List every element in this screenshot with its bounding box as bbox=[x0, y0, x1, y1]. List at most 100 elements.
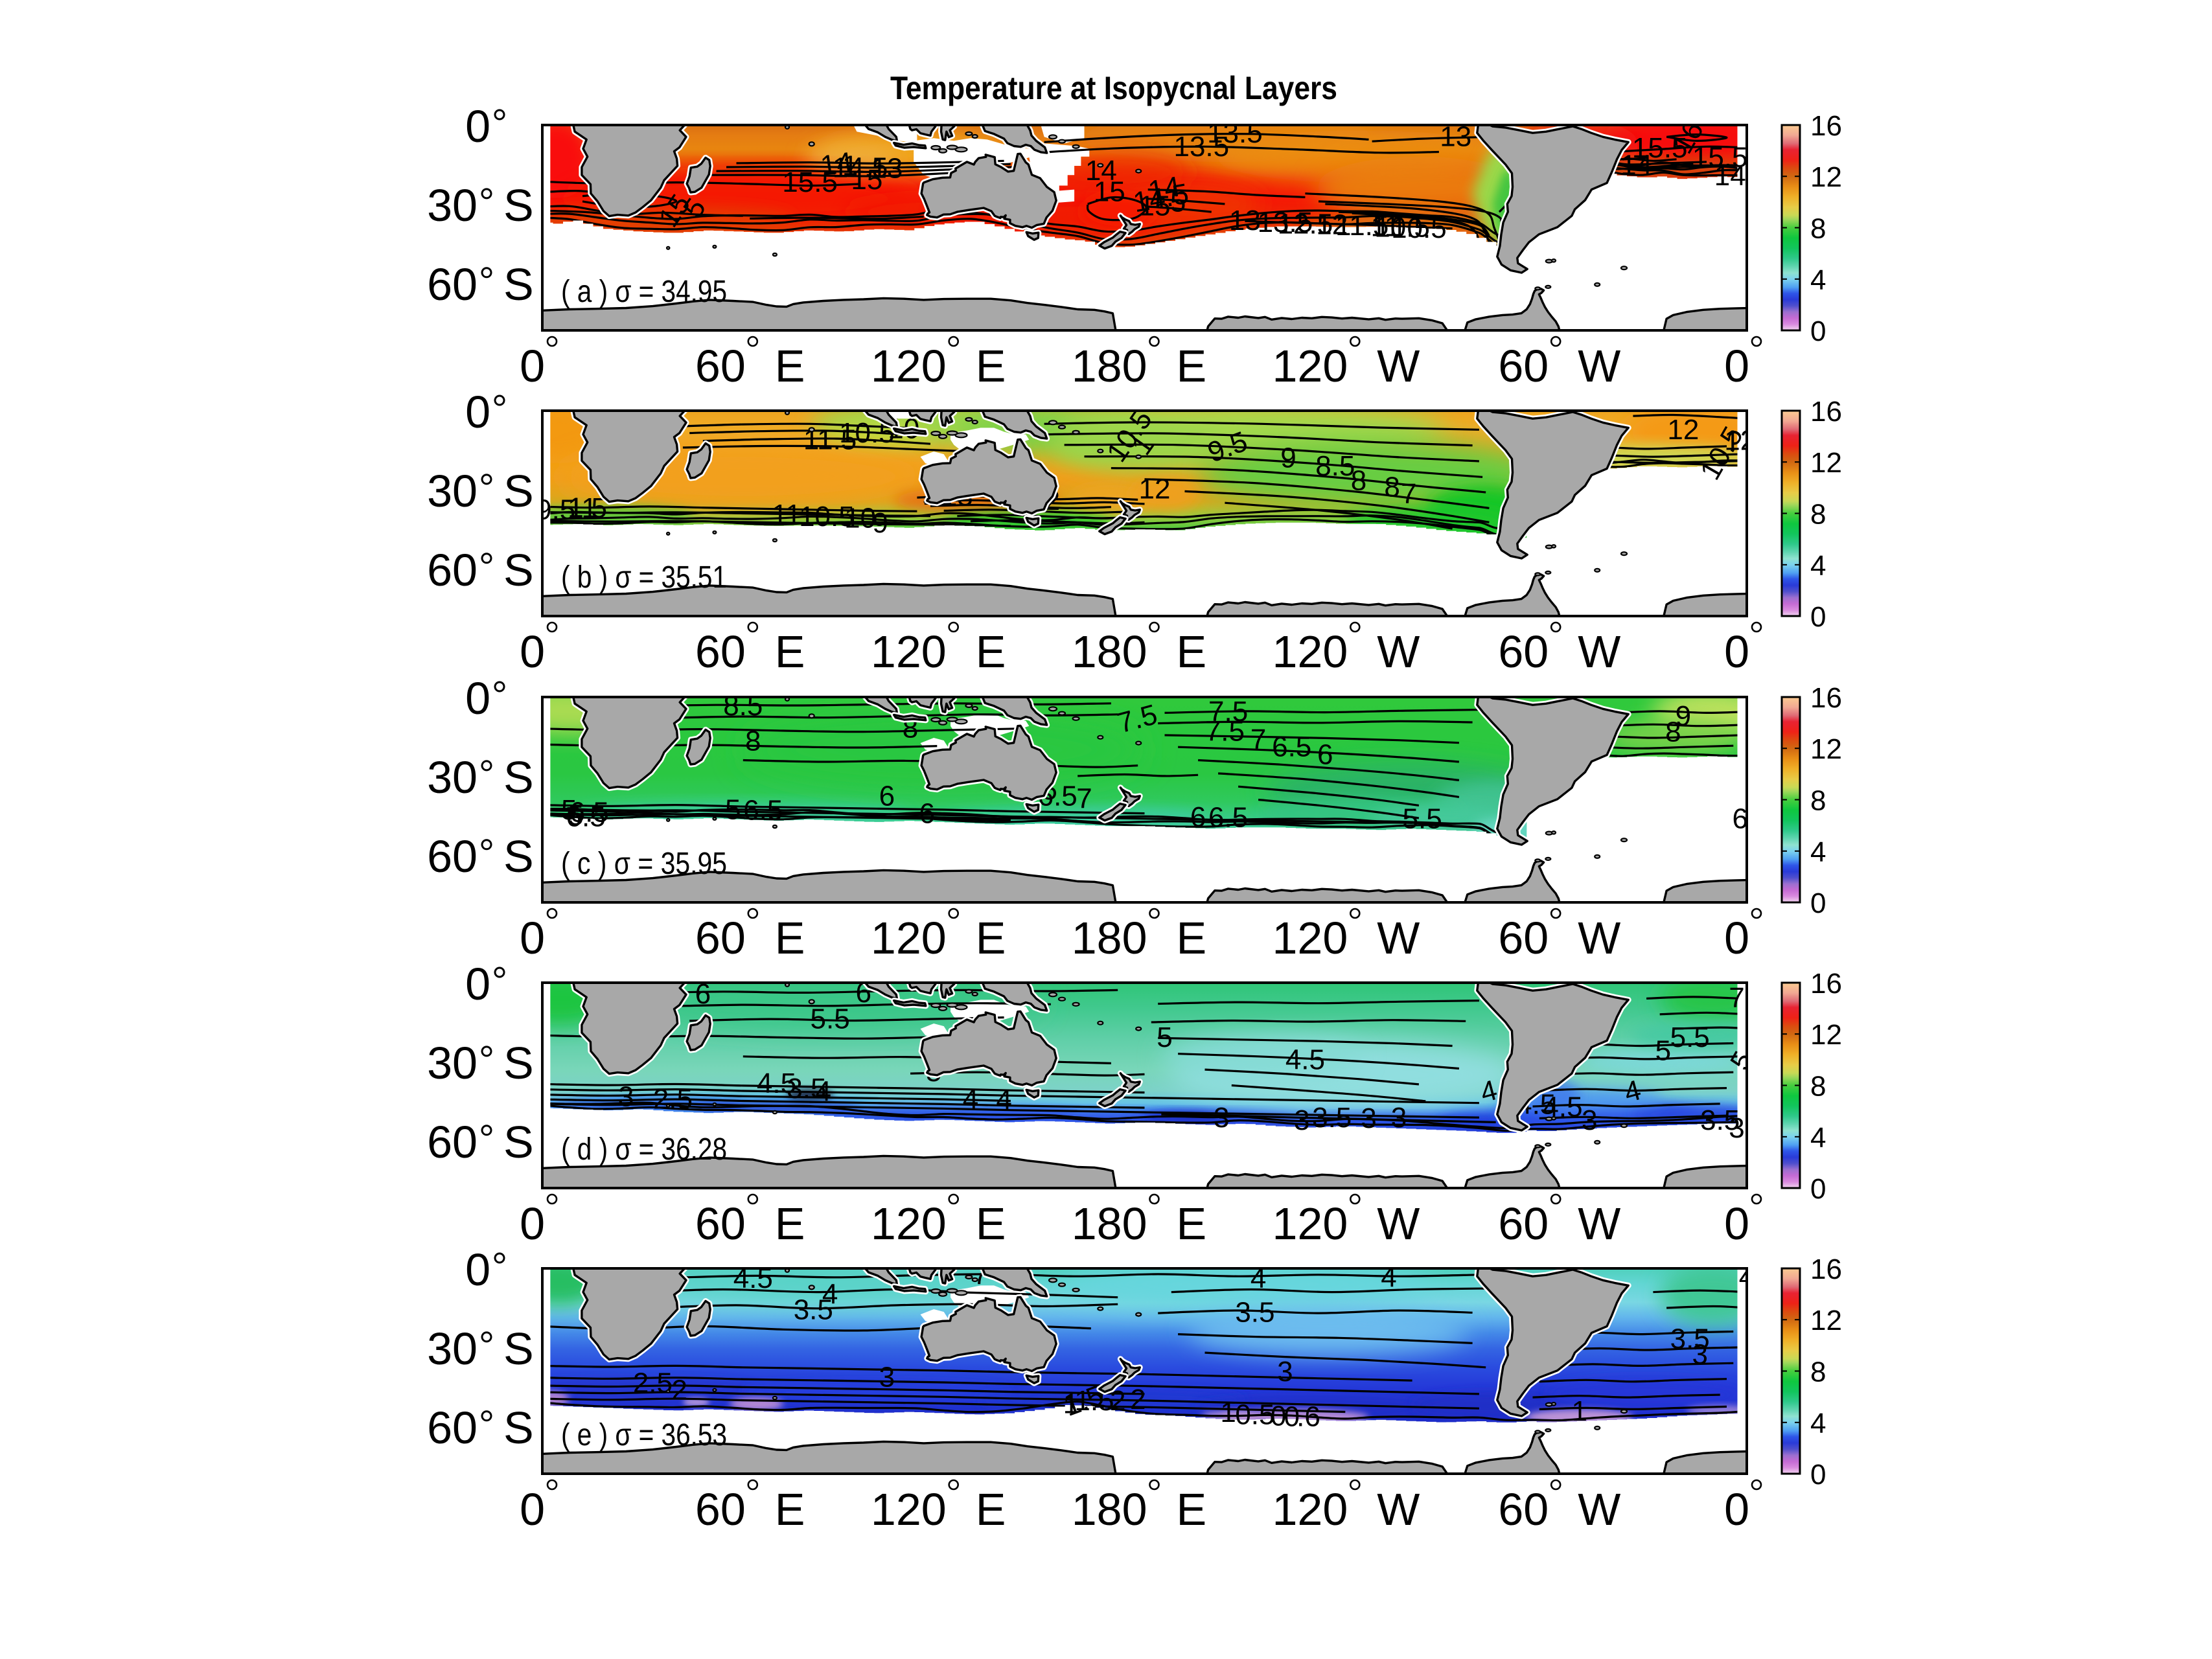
svg-text:13: 13 bbox=[1440, 121, 1471, 153]
svg-text:E: E bbox=[775, 341, 805, 391]
svg-text:30: 30 bbox=[427, 1323, 478, 1374]
svg-text:13.5: 13.5 bbox=[1258, 207, 1313, 238]
svg-text:30: 30 bbox=[427, 180, 478, 231]
svg-text:E: E bbox=[775, 626, 805, 677]
svg-text:0: 0 bbox=[1271, 1400, 1286, 1432]
svg-text:3: 3 bbox=[1729, 1112, 1744, 1144]
svg-text:5: 5 bbox=[725, 794, 741, 825]
svg-text:12: 12 bbox=[1810, 447, 1842, 479]
svg-text:8: 8 bbox=[1384, 472, 1400, 503]
svg-text:S: S bbox=[503, 259, 534, 310]
svg-text:12: 12 bbox=[1724, 424, 1756, 456]
svg-text:60: 60 bbox=[1498, 1484, 1549, 1535]
svg-text:14.5: 14.5 bbox=[833, 152, 888, 184]
svg-text:3.5: 3.5 bbox=[1670, 1323, 1710, 1355]
svg-text:9: 9 bbox=[872, 507, 888, 539]
svg-text:3: 3 bbox=[1361, 1103, 1376, 1134]
svg-text:11: 11 bbox=[568, 492, 597, 524]
svg-text:3: 3 bbox=[1214, 1102, 1229, 1134]
svg-text:Temperature at Isopycnal Layer: Temperature at Isopycnal Layers bbox=[890, 70, 1337, 106]
svg-text:4: 4 bbox=[963, 1084, 978, 1116]
svg-text:W: W bbox=[1377, 341, 1420, 391]
svg-text:1: 1 bbox=[842, 150, 858, 181]
svg-text:0: 0 bbox=[465, 1244, 490, 1295]
svg-text:13: 13 bbox=[871, 153, 903, 185]
svg-text:W: W bbox=[1578, 341, 1620, 391]
svg-text:4: 4 bbox=[1810, 264, 1826, 296]
svg-text:0: 0 bbox=[520, 626, 545, 677]
svg-text:120: 120 bbox=[871, 1198, 947, 1249]
svg-text:14: 14 bbox=[1620, 150, 1652, 181]
svg-text:10: 10 bbox=[844, 503, 876, 534]
svg-text:0: 0 bbox=[1810, 887, 1826, 919]
svg-text:4: 4 bbox=[1810, 1122, 1826, 1154]
svg-text:.6: .6 bbox=[1296, 1401, 1320, 1432]
svg-text:S: S bbox=[503, 831, 534, 882]
svg-text:16: 16 bbox=[1810, 396, 1842, 428]
svg-text:11: 11 bbox=[772, 499, 801, 531]
svg-text:7: 7 bbox=[1076, 783, 1092, 814]
svg-text:15: 15 bbox=[1094, 176, 1125, 207]
svg-text:4.5: 4.5 bbox=[1285, 1044, 1325, 1076]
svg-text:2.5: 2.5 bbox=[633, 1367, 673, 1399]
svg-text:S: S bbox=[503, 545, 534, 595]
svg-text:5.5: 5.5 bbox=[811, 1003, 850, 1035]
svg-text:8: 8 bbox=[1351, 465, 1366, 497]
svg-text:3: 3 bbox=[1294, 1104, 1309, 1136]
svg-text:16: 16 bbox=[1810, 1253, 1842, 1285]
svg-text:12: 12 bbox=[1810, 733, 1842, 765]
svg-text:12: 12 bbox=[1139, 474, 1171, 505]
svg-text:12: 12 bbox=[1810, 1305, 1842, 1336]
svg-text:5.5: 5.5 bbox=[1670, 1022, 1710, 1053]
svg-text:60: 60 bbox=[695, 1198, 746, 1249]
svg-text:6.5: 6.5 bbox=[1208, 802, 1248, 834]
svg-text:S: S bbox=[503, 1402, 534, 1453]
svg-text:60: 60 bbox=[427, 831, 478, 882]
svg-text:4: 4 bbox=[822, 1278, 838, 1310]
svg-text:0: 0 bbox=[1724, 1484, 1749, 1535]
svg-text:12: 12 bbox=[1810, 1019, 1842, 1051]
svg-text:S: S bbox=[503, 752, 534, 803]
svg-text:120: 120 bbox=[1273, 341, 1348, 391]
svg-text:2: 2 bbox=[1130, 1384, 1146, 1415]
svg-text:0: 0 bbox=[1724, 1198, 1749, 1249]
svg-text:3.5: 3.5 bbox=[794, 1294, 833, 1326]
svg-text:0: 0 bbox=[465, 959, 490, 1009]
svg-text:15: 15 bbox=[1139, 190, 1171, 222]
svg-text:0.5: 0.5 bbox=[1235, 1399, 1274, 1430]
svg-text:60: 60 bbox=[1498, 913, 1549, 963]
svg-text:3: 3 bbox=[879, 1361, 895, 1393]
svg-text:13.5: 13.5 bbox=[1207, 117, 1263, 149]
svg-text:8: 8 bbox=[1810, 499, 1826, 531]
svg-text:15.5: 15.5 bbox=[782, 166, 838, 198]
svg-text:12: 12 bbox=[1810, 161, 1842, 193]
svg-text:60: 60 bbox=[695, 341, 746, 391]
svg-text:7.5: 7.5 bbox=[1205, 716, 1245, 748]
svg-text:6: 6 bbox=[919, 798, 935, 830]
svg-text:60: 60 bbox=[427, 545, 478, 595]
svg-text:E: E bbox=[775, 1198, 805, 1249]
svg-text:( a ) σ = 34.95: ( a ) σ = 34.95 bbox=[561, 275, 727, 309]
svg-text:60: 60 bbox=[1498, 1198, 1549, 1249]
svg-text:3: 3 bbox=[618, 1081, 634, 1112]
svg-text:9.5: 9.5 bbox=[536, 494, 575, 525]
svg-text:S: S bbox=[503, 1117, 534, 1167]
svg-text:5: 5 bbox=[1157, 1022, 1172, 1053]
svg-text:3: 3 bbox=[1692, 1339, 1707, 1371]
svg-text:6: 6 bbox=[1190, 801, 1206, 833]
svg-text:4: 4 bbox=[816, 1075, 831, 1107]
svg-text:60: 60 bbox=[1498, 341, 1549, 391]
svg-text:13: 13 bbox=[1229, 205, 1261, 236]
svg-text:( d ) σ = 36.28: ( d ) σ = 36.28 bbox=[561, 1132, 727, 1167]
svg-text:W: W bbox=[1377, 1484, 1420, 1535]
svg-text:6: 6 bbox=[1317, 738, 1333, 770]
svg-text:W: W bbox=[1578, 626, 1620, 677]
svg-text:E: E bbox=[1177, 626, 1207, 677]
svg-text:6: 6 bbox=[879, 780, 895, 812]
svg-text:6.5: 6.5 bbox=[566, 801, 606, 832]
svg-text:W: W bbox=[1377, 626, 1420, 677]
svg-text:8: 8 bbox=[1810, 785, 1826, 817]
svg-text:60: 60 bbox=[427, 259, 478, 310]
svg-text:30: 30 bbox=[427, 752, 478, 803]
svg-text:7.5: 7.5 bbox=[1208, 696, 1248, 727]
